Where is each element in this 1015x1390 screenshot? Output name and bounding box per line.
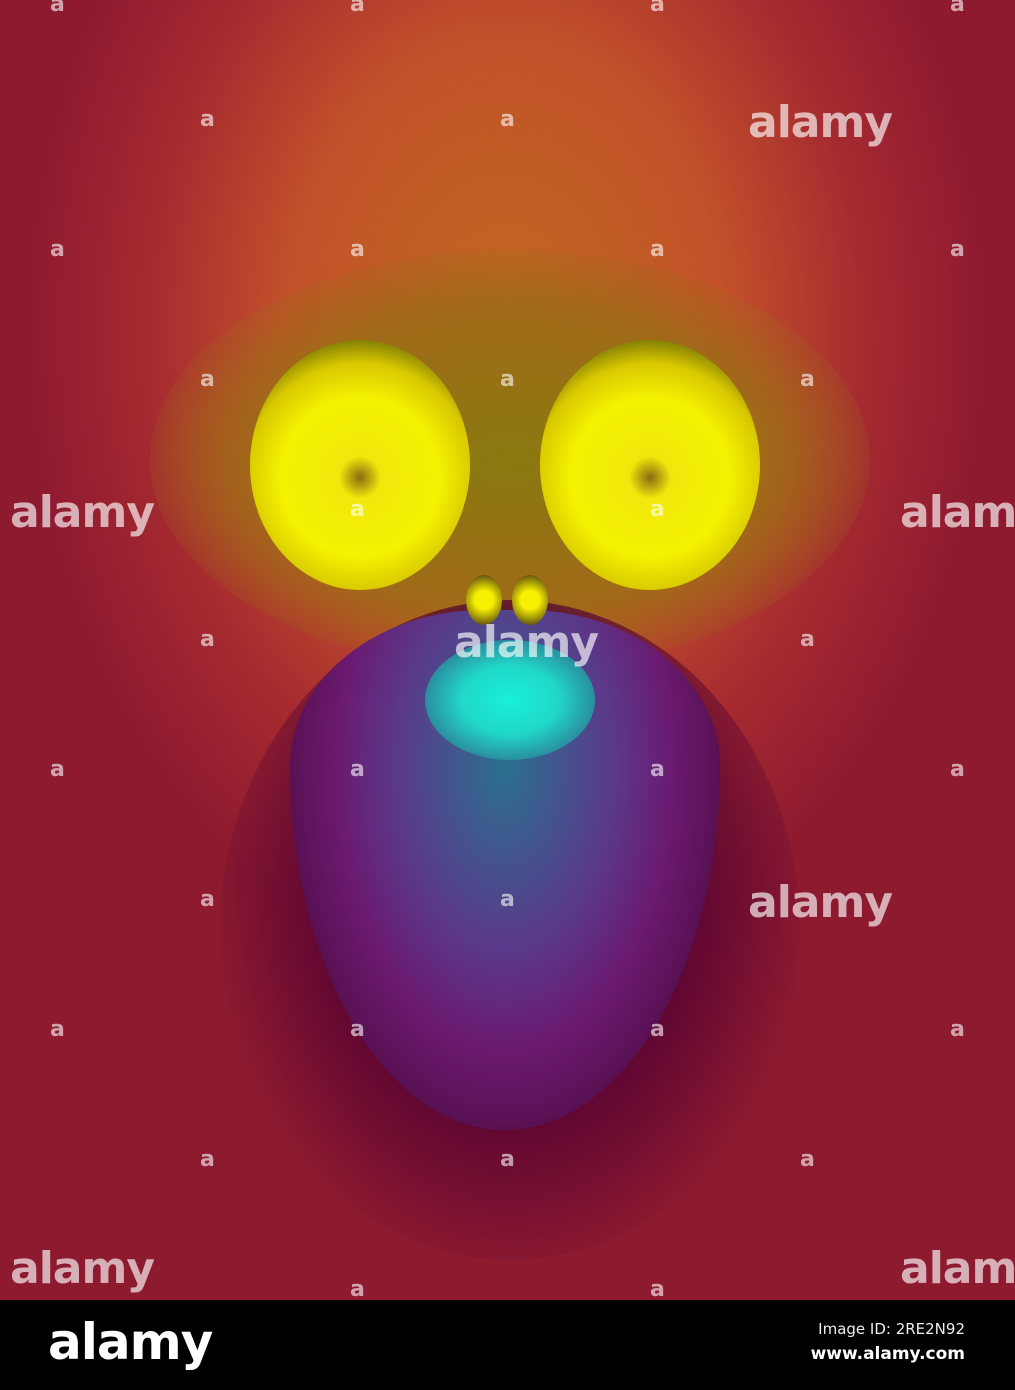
watermark-a: a bbox=[200, 627, 215, 652]
watermark-a: a bbox=[950, 0, 965, 17]
watermark-a: a bbox=[650, 497, 665, 522]
watermark-a: a bbox=[50, 0, 65, 17]
watermark-a: a bbox=[650, 757, 665, 782]
website-link[interactable]: www.alamy.com bbox=[810, 1344, 965, 1364]
watermark-alamy: alamy bbox=[900, 487, 1015, 538]
watermark-a: a bbox=[950, 237, 965, 262]
watermark-a: a bbox=[800, 367, 815, 392]
watermark-a: a bbox=[800, 627, 815, 652]
left-nose-blob bbox=[466, 575, 502, 625]
watermark-a: a bbox=[350, 237, 365, 262]
watermark-a: a bbox=[350, 0, 365, 17]
watermark-a: a bbox=[500, 107, 515, 132]
watermark-a: a bbox=[500, 1147, 515, 1172]
watermark-a: a bbox=[50, 1017, 65, 1042]
watermark-a: a bbox=[650, 1017, 665, 1042]
watermark-a: a bbox=[650, 237, 665, 262]
watermark-a: a bbox=[350, 757, 365, 782]
left-yellow-eye bbox=[250, 340, 470, 590]
watermark-alamy: alamy bbox=[10, 487, 155, 538]
watermark-alamy: alamy bbox=[748, 97, 893, 148]
watermark-a: a bbox=[500, 367, 515, 392]
watermark-a: a bbox=[950, 757, 965, 782]
watermark-alamy: alamy bbox=[748, 877, 893, 928]
watermark-alamy: alamy bbox=[454, 617, 599, 668]
alamy-logo: alamy bbox=[48, 1313, 213, 1371]
footer-bar: alamy Image ID: 2RE2N92 www.alamy.com bbox=[0, 1300, 1015, 1390]
right-yellow-eye bbox=[540, 340, 760, 590]
watermark-a: a bbox=[950, 1017, 965, 1042]
image-id: Image ID: 2RE2N92 bbox=[818, 1320, 965, 1338]
watermark-a: a bbox=[350, 497, 365, 522]
watermark-a: a bbox=[200, 107, 215, 132]
watermark-a: a bbox=[200, 367, 215, 392]
cyan-glow bbox=[425, 640, 595, 760]
watermark-a: a bbox=[800, 1147, 815, 1172]
right-nose-blob bbox=[512, 575, 548, 625]
watermark-a: a bbox=[350, 1017, 365, 1042]
watermark-a: a bbox=[50, 237, 65, 262]
watermark-a: a bbox=[200, 887, 215, 912]
watermark-a: a bbox=[500, 887, 515, 912]
watermark-alamy: alamy bbox=[900, 1243, 1015, 1294]
watermark-a: a bbox=[650, 0, 665, 17]
watermark-a: a bbox=[650, 1277, 665, 1300]
abstract-artwork: a a a a a a a a a a a a a a a a a a a a a a a a a a a a a a a a alamy a… bbox=[0, 0, 1015, 1300]
watermark-a: a bbox=[200, 1147, 215, 1172]
watermark-a: a bbox=[350, 1277, 365, 1300]
watermark-alamy: alamy bbox=[10, 1243, 155, 1294]
watermark-a: a bbox=[50, 757, 65, 782]
